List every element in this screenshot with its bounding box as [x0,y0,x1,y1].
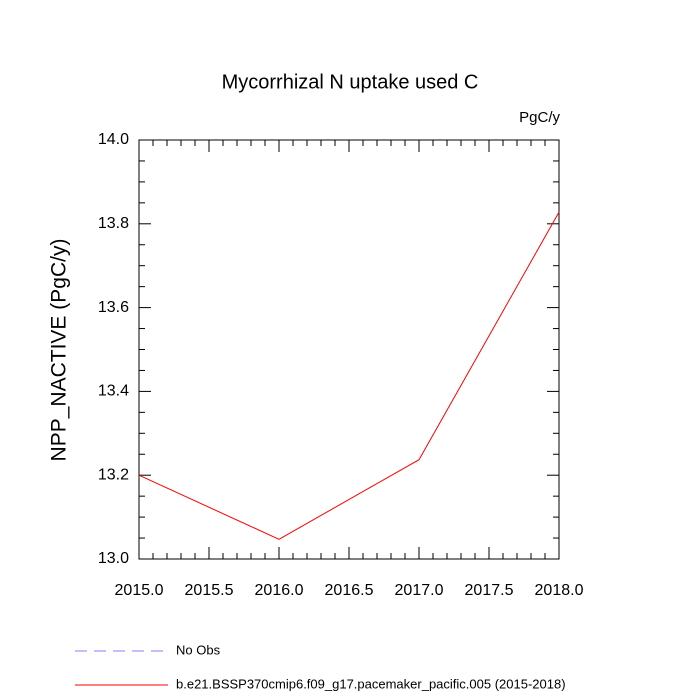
y-tick-label: 13.2 [98,466,129,483]
legend-label: No Obs [176,642,221,657]
chart-title: Mycorrhizal N uptake used C [222,71,479,93]
y-tick-label: 13.8 [98,215,129,232]
x-tick-label: 2017.5 [465,582,514,599]
legend-label: b.e21.BSSP370cmip6.f09_g17.pacemaker_pac… [176,676,566,691]
y-axis-label: NPP_NACTIVE (PgC/y) [48,239,71,462]
y-tick-label: 13.4 [98,383,129,400]
x-tick-label: 2017.0 [395,582,444,599]
x-tick-label: 2018.0 [535,582,584,599]
x-tick-label: 2015.5 [185,582,234,599]
y-tick-label: 13.0 [98,550,129,567]
x-tick-label: 2016.0 [255,582,304,599]
x-tick-label: 2016.5 [325,582,374,599]
series-line [138,211,560,540]
y-tick-label: 13.6 [98,299,129,316]
plot-frame [138,139,560,560]
x-tick-label: 2015.0 [115,582,164,599]
units-label: PgC/y [519,109,560,126]
y-tick-label: 14.0 [98,131,129,148]
